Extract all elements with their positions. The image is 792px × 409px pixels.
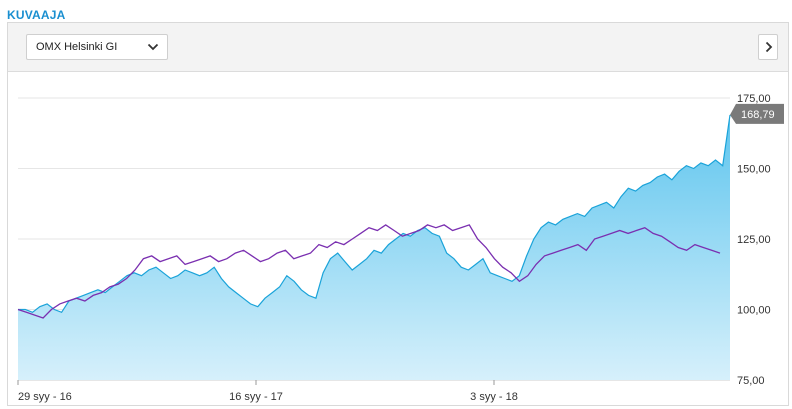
x-tick-label: 29 syy - 16	[18, 391, 72, 403]
chevron-down-icon	[147, 43, 159, 51]
y-tick-label: 150,00	[737, 164, 771, 176]
index-area	[18, 114, 730, 381]
index-chart: 75,00 100,00 125,00 150,00 175,00 29 syy - 1…	[17, 93, 784, 403]
last-value-badge	[730, 103, 784, 124]
x-tick-label: 16 syy - 17	[229, 391, 283, 403]
y-tick-label: 100,00	[737, 305, 771, 317]
section-title: KUVAAJA	[7, 8, 66, 22]
chevron-right-icon	[765, 41, 773, 53]
x-tick-label: 3 syy - 18	[470, 391, 518, 403]
y-tick-label: 175,00	[737, 93, 771, 105]
index-select[interactable]: OMX Helsinki GI	[26, 34, 168, 60]
chart-toolbar: OMX Helsinki GI	[8, 23, 788, 72]
y-tick-label: 125,00	[737, 234, 771, 246]
y-tick-label: 75,00	[737, 375, 765, 387]
next-chart-button[interactable]	[758, 34, 778, 60]
index-select-value: OMX Helsinki GI	[36, 41, 118, 53]
comparison-line	[17, 224, 721, 319]
last-value-label: 168,79	[741, 109, 775, 121]
index-line	[18, 114, 731, 314]
chart-panel: OMX Helsinki GI 75,00 100,00 125,00 150,00 1…	[7, 22, 789, 406]
last-value-marker: 168,79	[730, 103, 784, 124]
